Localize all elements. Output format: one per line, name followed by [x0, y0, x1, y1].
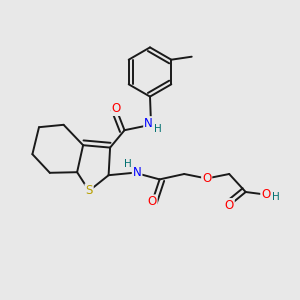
- Text: O: O: [261, 188, 270, 201]
- Text: O: O: [112, 102, 121, 115]
- Text: S: S: [85, 184, 93, 197]
- Text: H: H: [124, 159, 132, 170]
- Text: H: H: [154, 124, 161, 134]
- Text: O: O: [148, 195, 157, 208]
- Text: O: O: [225, 199, 234, 212]
- Text: N: N: [133, 166, 142, 179]
- Text: O: O: [202, 172, 211, 185]
- Text: N: N: [144, 117, 153, 130]
- Text: H: H: [272, 192, 280, 202]
